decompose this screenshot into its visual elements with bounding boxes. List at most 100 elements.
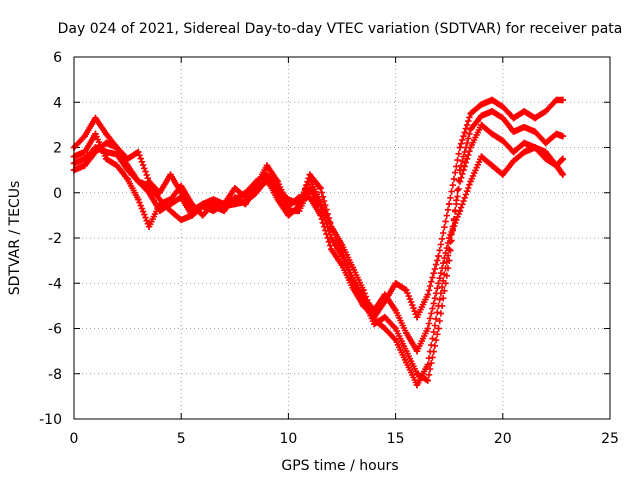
x-axis-label: GPS time / hours bbox=[281, 458, 398, 474]
data-point bbox=[559, 96, 567, 104]
data-point bbox=[392, 325, 399, 332]
data-point bbox=[135, 178, 142, 185]
data-point bbox=[135, 148, 142, 156]
data-point bbox=[188, 212, 196, 219]
data-point bbox=[542, 108, 549, 115]
data-point bbox=[338, 252, 346, 260]
data-point bbox=[446, 257, 453, 264]
data-point bbox=[295, 207, 303, 215]
data-point bbox=[113, 162, 121, 169]
data-point bbox=[531, 144, 539, 151]
x-tick-label: 0 bbox=[70, 431, 79, 447]
data-point bbox=[510, 157, 517, 165]
data-point bbox=[102, 130, 110, 138]
data-point bbox=[285, 196, 292, 203]
data-point bbox=[349, 277, 356, 285]
data-point bbox=[135, 196, 142, 203]
data-point bbox=[274, 189, 281, 196]
data-point bbox=[167, 200, 174, 208]
chart-title: Day 024 of 2021, Sidereal Day-to-day VTE… bbox=[58, 21, 623, 37]
data-point bbox=[531, 114, 539, 122]
data-point bbox=[370, 307, 378, 314]
data-point bbox=[253, 185, 260, 192]
y-tick-label: -10 bbox=[39, 412, 62, 428]
data-point bbox=[102, 155, 110, 163]
data-point bbox=[510, 114, 517, 122]
data-point bbox=[424, 325, 431, 332]
data-point bbox=[145, 223, 153, 230]
data-point bbox=[424, 377, 431, 384]
data-point bbox=[559, 155, 567, 163]
data-point bbox=[488, 130, 496, 138]
y-tick-label: -8 bbox=[48, 367, 62, 383]
data-point bbox=[188, 200, 196, 208]
data-point bbox=[424, 291, 431, 298]
y-tick-label: -6 bbox=[48, 322, 62, 338]
data-point bbox=[521, 139, 528, 147]
data-point bbox=[328, 234, 335, 242]
data-point bbox=[102, 148, 110, 156]
data-point bbox=[145, 189, 153, 196]
axis-ticks: 0 5 10 15 20 25 -10 -8 -6 -4 -2 0 2 4 6 bbox=[39, 50, 619, 447]
x-tick-label: 15 bbox=[387, 431, 405, 447]
data-point bbox=[446, 200, 453, 208]
data-point bbox=[435, 325, 442, 332]
data-point bbox=[478, 101, 485, 108]
data-point bbox=[403, 329, 410, 337]
data-point bbox=[81, 132, 88, 140]
data-point bbox=[242, 189, 249, 196]
y-tick-label: -2 bbox=[48, 231, 62, 247]
data-point bbox=[542, 148, 549, 156]
data-points bbox=[70, 96, 567, 389]
data-point bbox=[178, 182, 185, 190]
data-point bbox=[510, 128, 517, 135]
data-point bbox=[370, 320, 378, 328]
data-point bbox=[478, 121, 485, 129]
data-point bbox=[381, 325, 389, 332]
data-point bbox=[413, 381, 421, 389]
data-point bbox=[167, 171, 174, 178]
series-track-4 bbox=[70, 144, 567, 355]
data-point bbox=[220, 207, 228, 215]
data-point bbox=[263, 162, 271, 169]
y-tick-label: 6 bbox=[53, 50, 62, 66]
plot-frame bbox=[73, 56, 611, 420]
data-point bbox=[510, 148, 517, 156]
series-track-3 bbox=[70, 108, 567, 384]
data-point bbox=[199, 212, 206, 219]
y-axis-label: SDTVAR / TECUs bbox=[7, 181, 23, 296]
data-point bbox=[178, 194, 185, 201]
data-point bbox=[81, 162, 88, 169]
data-point bbox=[145, 182, 153, 190]
data-point bbox=[92, 114, 99, 122]
data-point bbox=[553, 162, 560, 169]
data-point bbox=[413, 347, 421, 355]
x-tick-label: 10 bbox=[279, 431, 297, 447]
y-tick-label: -4 bbox=[48, 276, 62, 292]
data-point bbox=[242, 200, 249, 208]
data-point bbox=[478, 153, 485, 160]
data-point bbox=[306, 185, 314, 192]
x-tick-label: 5 bbox=[177, 431, 186, 447]
data-point bbox=[488, 108, 496, 115]
data-point bbox=[435, 280, 442, 287]
data-point bbox=[478, 112, 485, 120]
data-point bbox=[559, 171, 567, 178]
data-point bbox=[499, 114, 506, 122]
data-point bbox=[167, 207, 174, 215]
data-point bbox=[499, 137, 506, 144]
data-point bbox=[531, 128, 539, 135]
data-point bbox=[199, 203, 206, 210]
data-point bbox=[456, 144, 464, 151]
data-point bbox=[92, 130, 99, 138]
series-markers bbox=[70, 144, 566, 355]
series-markers bbox=[70, 108, 566, 384]
data-point bbox=[392, 280, 399, 287]
data-point bbox=[113, 151, 121, 158]
data-point bbox=[253, 178, 260, 185]
y-tick-label: 0 bbox=[53, 186, 62, 202]
x-tick-label: 25 bbox=[601, 431, 619, 447]
data-point bbox=[360, 293, 367, 301]
data-point bbox=[446, 234, 453, 242]
x-tick-label: 20 bbox=[494, 431, 512, 447]
